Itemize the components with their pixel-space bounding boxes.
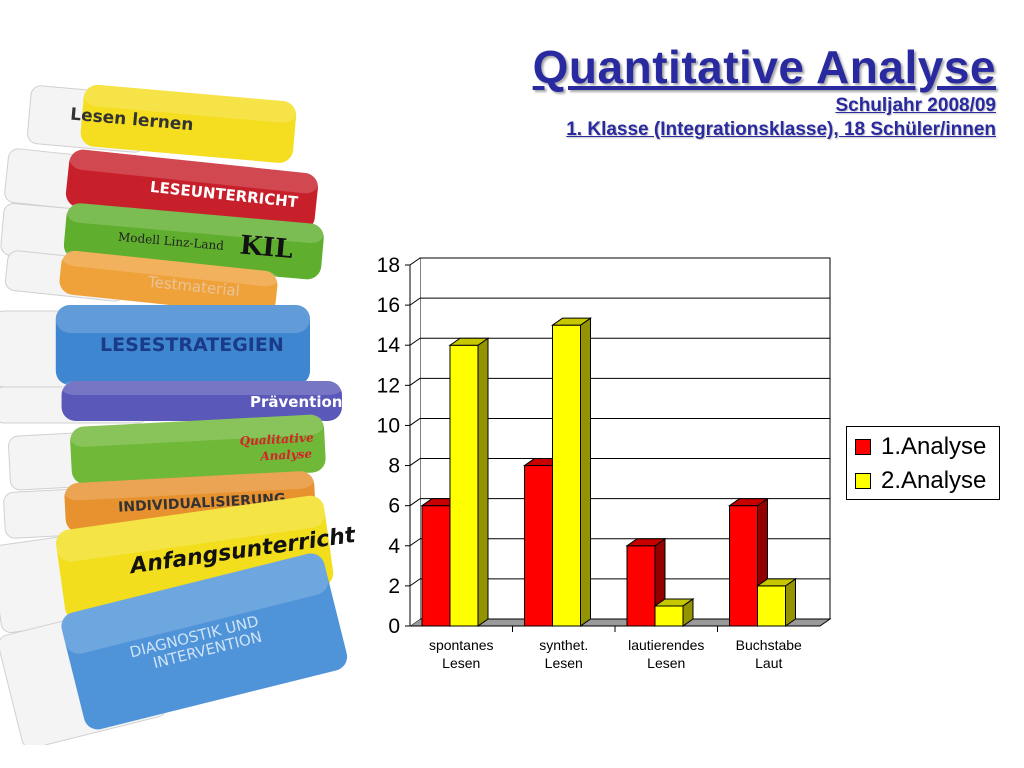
book-shine — [61, 553, 329, 654]
book: Prävention — [0, 381, 343, 424]
gridline-side — [409, 257, 421, 266]
book-shine — [56, 495, 325, 562]
book-label: Prävention — [250, 393, 342, 411]
legend-swatch-1 — [855, 439, 871, 455]
x-category-label: Lesen — [647, 655, 685, 671]
bar-2-top — [550, 317, 593, 326]
book-cover — [70, 414, 326, 485]
bar-2-side — [580, 317, 591, 627]
book-label: Qualitative — [239, 431, 314, 449]
gridline-side — [409, 418, 421, 426]
x-category-label: Lesen — [442, 655, 480, 671]
bar-2-top — [755, 578, 798, 587]
book-shine — [55, 305, 310, 333]
book-shine — [66, 203, 325, 244]
bar-chart: 0 2 4 6 8 10 12 14 16 18 spontanes Lesen synthet. Les… — [377, 254, 832, 671]
bar-1-front — [729, 505, 758, 627]
book-shine — [64, 471, 314, 501]
y-tick-label: 10 — [377, 414, 400, 437]
legend-swatch-2 — [855, 473, 871, 489]
bar-2-side — [785, 577, 796, 627]
bar-1-front — [524, 465, 553, 627]
bar-2-front — [449, 344, 479, 627]
book-shine — [61, 381, 343, 395]
gridline-side — [409, 498, 421, 507]
y-tick-label: 0 — [388, 615, 400, 638]
bar-1-front — [421, 505, 451, 627]
plot-side-wall — [410, 258, 420, 626]
x-category-label: synthet. — [539, 637, 588, 653]
legend-item-1: 1.Analyse — [855, 433, 986, 461]
x-category-label: Laut — [755, 655, 782, 671]
bar-2-front — [757, 585, 786, 627]
title-block: Quantitative Analyse Schuljahr 2008/09 1… — [533, 40, 996, 142]
page-title: Quantitative Analyse — [532, 41, 996, 93]
book-shine — [69, 149, 319, 194]
book: Lesen lernen — [27, 85, 297, 163]
bar-1-top — [625, 538, 667, 547]
y-tick-label: 2 — [388, 575, 400, 598]
book-label: KIL — [239, 230, 294, 265]
legend-label-1: 1.Analyse — [881, 433, 987, 460]
book-cover — [61, 381, 343, 421]
bar-2-top — [653, 598, 695, 607]
book-shine — [61, 250, 279, 287]
book-cover — [61, 553, 348, 730]
y-tick-label: 18 — [377, 254, 400, 277]
y-tick-label: 6 — [388, 495, 400, 518]
book-shine — [69, 414, 324, 447]
bar-2-top — [448, 337, 490, 346]
gridline-side — [409, 458, 421, 466]
bar-1-top — [727, 498, 770, 507]
book-cover — [55, 305, 310, 385]
gridline-side — [409, 578, 421, 587]
x-category-label: spontanes — [429, 637, 494, 653]
gridline-side — [409, 377, 421, 386]
book-shine — [83, 85, 297, 123]
y-tick-label: 4 — [388, 535, 400, 558]
book-cover — [80, 85, 297, 163]
x-category-label: Buchstabe — [736, 637, 802, 653]
y-tick-label: 16 — [377, 294, 400, 317]
legend-label-2: 2.Analyse — [881, 467, 987, 494]
book-label: Analyse — [259, 447, 313, 464]
book-label: LESESTRATEGIEN — [100, 334, 284, 356]
bar-1-front — [626, 545, 656, 627]
gridline-side — [409, 297, 421, 306]
y-tick-label: 8 — [388, 455, 400, 478]
book: LESESTRATEGIEN — [0, 305, 310, 388]
y-tick-label: 12 — [377, 374, 400, 397]
x-category-label: lautierendes — [628, 637, 704, 653]
book-cover — [59, 250, 278, 315]
y-tick-label: 14 — [377, 334, 401, 357]
legend-item-2: 2.Analyse — [855, 467, 986, 495]
book: Testmaterial — [4, 250, 279, 315]
x-category-label: Lesen — [545, 655, 583, 671]
bar-2-front — [552, 324, 581, 627]
page-subtitle-class: 1. Klasse (Integrationsklasse), 18 Schül… — [566, 119, 996, 140]
gridline-side — [409, 538, 421, 547]
chart-legend: 1.Analyse 2.Analyse — [846, 426, 1000, 500]
page-subtitle-year: Schuljahr 2008/09 — [835, 95, 996, 116]
bar-2-side — [477, 337, 489, 627]
bar-2-front — [654, 605, 684, 627]
gridline-side — [409, 337, 421, 346]
